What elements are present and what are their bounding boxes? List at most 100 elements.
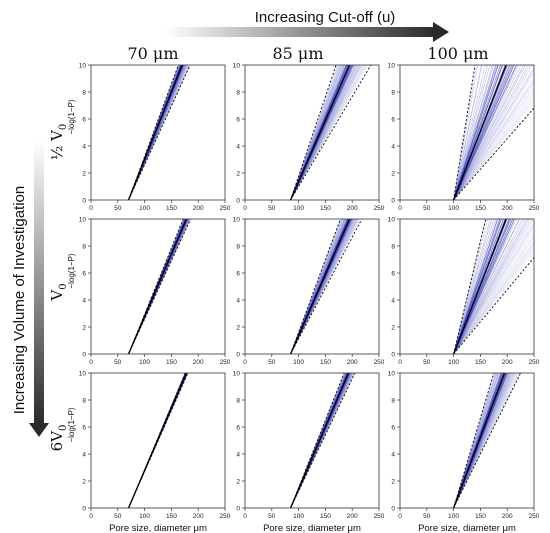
x-tick-label: 0 <box>243 513 247 520</box>
realization-line <box>453 219 492 354</box>
realization-line <box>290 65 340 200</box>
x-tick-label: 250 <box>529 205 540 212</box>
realization-line <box>453 236 534 354</box>
realization-line <box>453 102 534 200</box>
realization-line <box>453 373 515 508</box>
median-line <box>289 373 350 508</box>
x-tick-label: 200 <box>193 205 204 212</box>
row-label-6v0-prefix: 6 <box>48 442 66 452</box>
realization-line <box>453 373 514 508</box>
x-tick-label: 100 <box>293 205 304 212</box>
y-tick-label: 0 <box>236 352 240 359</box>
x-tick-label: 100 <box>293 359 304 366</box>
x-tick-label: 150 <box>475 513 486 520</box>
realization-line <box>453 373 498 508</box>
y-tick-label: 8 <box>82 90 86 97</box>
x-tick-label: 250 <box>374 513 385 520</box>
y-tick-label: 4 <box>391 144 395 151</box>
realization-line <box>290 219 345 354</box>
median-line <box>452 65 507 200</box>
panel-r1-c1-series-group <box>289 219 363 354</box>
realization-line <box>453 65 483 200</box>
x-tick-label: 150 <box>320 513 331 520</box>
realization-line <box>290 219 358 354</box>
realization-line <box>290 219 357 354</box>
y-tick-label: 0 <box>236 198 240 205</box>
x-tick-label: 50 <box>423 205 431 212</box>
panel-r1-c0-series-group <box>127 219 192 354</box>
x-tick-label: 250 <box>220 513 231 520</box>
realization-line <box>453 373 513 508</box>
upper-bound-line <box>128 65 191 200</box>
y-tick-label: 6 <box>236 117 240 124</box>
realization-line <box>453 68 534 200</box>
median-line <box>452 219 507 354</box>
realization-line <box>453 373 515 508</box>
realization-line <box>453 248 534 354</box>
realization-line <box>453 225 534 354</box>
lower-bound-line <box>453 65 476 200</box>
x-tick-label: 100 <box>139 205 150 212</box>
x-tick-label: 50 <box>114 205 122 212</box>
realization-line <box>453 219 529 354</box>
y-tick-label: 4 <box>82 144 86 151</box>
x-tick-label: 200 <box>347 359 358 366</box>
x-tick-label: 50 <box>268 359 276 366</box>
x-tick-label: 50 <box>268 205 276 212</box>
realization-line <box>453 373 499 508</box>
y-tick-label: 0 <box>236 506 240 513</box>
panel-r2-c1-background <box>245 373 379 508</box>
realization-line <box>453 81 534 200</box>
x-axis-label: Pore size, diameter μm <box>418 523 516 533</box>
realization-line <box>290 65 357 200</box>
realization-line <box>453 373 496 508</box>
y-axis-label: −log(1−P) <box>67 253 76 288</box>
panel-r0-c2-background <box>400 65 534 200</box>
x-tick-label: 50 <box>114 359 122 366</box>
x-tick-label: 200 <box>347 513 358 520</box>
row-label-v0-sub: 0 <box>58 283 69 289</box>
y-tick-label: 6 <box>82 271 86 278</box>
realization-line <box>128 65 187 200</box>
left-arrow-label: Increasing Volume of Investigation <box>11 186 28 414</box>
y-tick-label: 0 <box>391 506 395 513</box>
x-tick-label: 0 <box>398 513 402 520</box>
realization-line <box>453 219 532 354</box>
realization-line <box>453 65 491 200</box>
realization-line <box>453 235 534 354</box>
y-tick-label: 0 <box>391 352 395 359</box>
upper-bound-line <box>453 256 534 354</box>
realization-line <box>290 65 358 200</box>
x-tick-label: 150 <box>320 359 331 366</box>
column-header-100: 100 μm <box>427 44 488 63</box>
realization-line <box>453 72 534 200</box>
x-tick-label: 100 <box>448 359 459 366</box>
realization-line <box>290 65 343 200</box>
realization-line <box>453 239 534 354</box>
realization-line <box>453 77 534 200</box>
y-tick-label: 0 <box>391 198 395 205</box>
y-tick-label: 8 <box>391 90 395 97</box>
y-tick-label: 4 <box>236 144 240 151</box>
top-arrow-label: Increasing Cut-off (u) <box>255 9 396 26</box>
x-tick-label: 0 <box>243 359 247 366</box>
realization-line <box>453 65 531 200</box>
y-axis-label: −log(1−P) <box>67 99 76 134</box>
y-tick-label: 4 <box>236 298 240 305</box>
lower-bound-line <box>290 373 345 508</box>
realization-line <box>453 219 523 354</box>
y-axis-label: −log(1−P) <box>67 407 76 442</box>
x-tick-label: 200 <box>502 513 513 520</box>
realization-line <box>453 85 534 200</box>
realization-line <box>290 65 362 200</box>
realization-line <box>290 219 359 354</box>
panel-r0-c2-frame <box>399 64 535 201</box>
realization-line <box>290 219 358 354</box>
x-tick-label: 150 <box>166 513 177 520</box>
y-tick-label: 10 <box>233 63 241 70</box>
realization-line <box>453 65 533 200</box>
panel-r2-c0-series-group <box>127 373 189 508</box>
